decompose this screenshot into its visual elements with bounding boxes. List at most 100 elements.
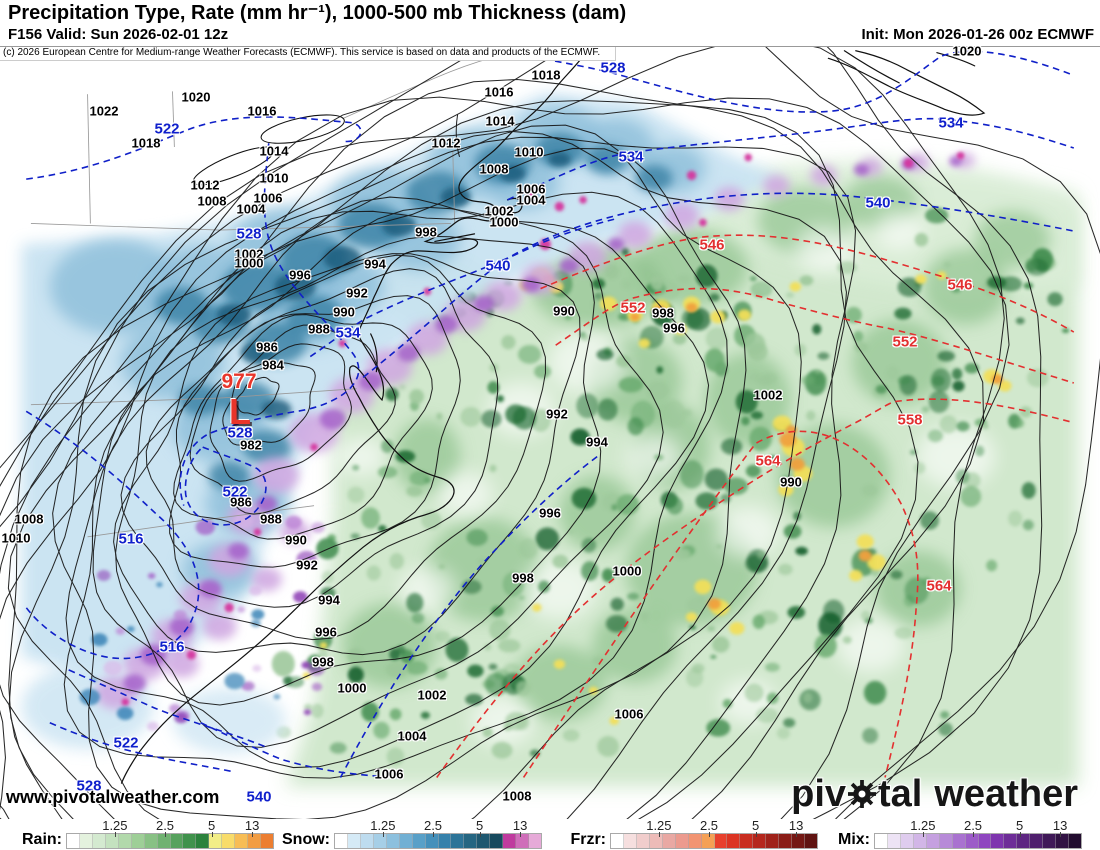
low-pressure-value: 977 (221, 370, 257, 393)
init-time-label: Init: Mon 2026-01-26 00z ECMWF (861, 26, 1094, 43)
isobar-contours (0, 47, 1100, 819)
legend-color-cell (347, 834, 361, 848)
legend-tick-label: 2.5 (699, 818, 719, 833)
legend-tick-mark (1060, 832, 1062, 837)
legend-color-cell (248, 834, 262, 848)
legend-color-cell (529, 834, 541, 848)
legend-color-cell (183, 834, 197, 848)
legend-tick-label: 1.25 (102, 818, 128, 833)
legend-color-cell (92, 834, 106, 848)
legend-tick-mark (114, 832, 116, 837)
map-canvas (0, 47, 1100, 819)
low-pressure-symbol: L (229, 391, 251, 432)
coastline (120, 50, 986, 784)
legend-tick-mark (479, 832, 481, 837)
legend-color-cell (623, 834, 637, 848)
legend-color-cell (636, 834, 650, 848)
legend-entry-rain: Rain: 1.25 2.5 5 13 (12, 818, 274, 850)
legend-color-cell (649, 834, 663, 848)
legend-color-cell (261, 834, 273, 848)
legend-color-cell (805, 834, 817, 848)
legend-tick-mark (520, 832, 522, 837)
legend-color-cell (386, 834, 400, 848)
watermark-url: www.pivotalweather.com (6, 787, 220, 807)
legend-tick-mark (433, 832, 434, 837)
legend-color-cell (792, 834, 806, 848)
legend-tick-label: 1.25 (646, 818, 672, 833)
legend-color-cell (464, 834, 478, 848)
legend-tick-label: 2.5 (423, 818, 443, 833)
legend-color-cell (766, 834, 780, 848)
legend-color-cell (399, 834, 413, 848)
legend-tick-label: 13 (1052, 818, 1068, 833)
legend-tick-label: 5 (1015, 818, 1024, 833)
legend-color-cell (412, 834, 426, 848)
legend-color-cell (875, 834, 888, 848)
legend-color-cell (1017, 834, 1031, 848)
legend-entry-frzr: Frzr: 1.25 2.5 5 13 (556, 818, 818, 850)
weather-map (0, 46, 1100, 820)
legend-color-cell (779, 834, 793, 848)
legend-color-cell (900, 834, 914, 848)
gear-icon (847, 776, 877, 819)
legend-tick-mark (1019, 832, 1021, 837)
legend-color-cell (978, 834, 992, 848)
legend-color-cell (157, 834, 171, 848)
legend-entry-mix: Mix: 1.25 2.5 5 13 (820, 818, 1082, 850)
legend-color-cell (516, 834, 530, 848)
legend-color-cell (887, 834, 901, 848)
valid-time-label: F156 Valid: Sun 2026-02-01 12z (8, 26, 229, 43)
legend-color-cell (438, 834, 452, 848)
legend-label: Mix: (838, 831, 870, 848)
precip-rate-legend: Rain: 1.25 2.5 5 13 Snow: 1.25 2.5 5 13 Frzr: 1.25 2… (0, 818, 1100, 850)
legend-tick-label: 5 (475, 818, 484, 833)
legend-color-cell (913, 834, 927, 848)
legend-color-cell (939, 834, 953, 848)
legend-color-cell (753, 834, 767, 848)
legend-color-cell (1004, 834, 1018, 848)
legend-tick-mark (755, 832, 757, 837)
legend-color-cell (360, 834, 374, 848)
legend-color-cell (425, 834, 439, 848)
legend-color-cell (991, 834, 1005, 848)
logo-text-tal: tal (878, 773, 923, 815)
legend-color-cell (196, 834, 210, 848)
legend-tick-mark (658, 832, 660, 837)
legend-color-cell (952, 834, 966, 848)
legend-color-cell (1043, 834, 1057, 848)
legend-label: Snow: (282, 831, 330, 848)
legend-color-cell (235, 834, 249, 848)
legend-tick-mark (709, 832, 710, 837)
legend-tick-mark (922, 832, 924, 837)
legend-tick-label: 2.5 (963, 818, 983, 833)
legend-color-cell (1030, 834, 1044, 848)
legend-tick-label: 2.5 (155, 818, 175, 833)
legend-color-cell (67, 834, 80, 848)
southwest-mixed-speckle-layer (79, 512, 325, 731)
mix-medium-layer (123, 155, 963, 693)
legend-color-cell (222, 834, 236, 848)
legend-color-cell (675, 834, 689, 848)
thickness-contours-red (436, 234, 1075, 778)
logo-text-weather: weather (934, 773, 1078, 815)
page-title: Precipitation Type, Rate (mm hr⁻¹), 1000… (8, 2, 627, 24)
legend-color-cell (490, 834, 504, 848)
legend-color-cell (118, 834, 132, 848)
legend-color-cell (170, 834, 184, 848)
legend-color-cell (335, 834, 348, 848)
legend-tick-label: 5 (207, 818, 216, 833)
legend-color-cell (144, 834, 158, 848)
logo-text-piv: piv (791, 773, 847, 815)
heavy-rain-cells-layer (302, 267, 1012, 725)
legend-color-cell (1069, 834, 1081, 848)
legend-tick-label: 1.25 (910, 818, 936, 833)
legend-color-cell (503, 834, 517, 848)
legend-tick-label: 13 (788, 818, 804, 833)
legend-tick-label: 1.25 (370, 818, 396, 833)
legend-tick-mark (973, 832, 974, 837)
legend-color-cell (714, 834, 728, 848)
legend-tick-mark (382, 832, 384, 837)
legend-color-cell (926, 834, 940, 848)
legend-color-cell (701, 834, 715, 848)
